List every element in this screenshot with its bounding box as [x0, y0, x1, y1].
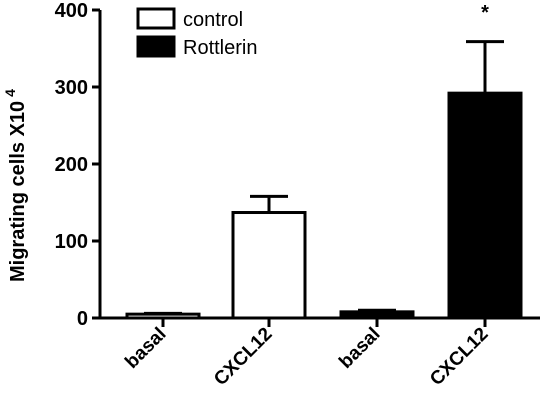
labels-group: basal CXCL12 basal CXCL12 *	[121, 2, 492, 390]
bar-control-cxcl12	[231, 211, 307, 320]
legend-swatch	[136, 7, 176, 30]
y-axis-label-exponent: 4	[2, 89, 18, 97]
legend-label: Rottlerin	[183, 37, 257, 59]
y-tick-label: 300	[55, 77, 88, 99]
bar-rottlerin-cxcl12	[447, 91, 523, 320]
y-axis-label-text: Migrating cells X10	[7, 101, 29, 282]
legend-swatch	[136, 35, 176, 58]
y-tick-label: 100	[55, 231, 88, 253]
y-axis-label: Migrating cells X10 4	[2, 89, 29, 282]
significance-marker: *	[481, 2, 489, 24]
legend: control Rottlerin	[136, 7, 257, 59]
y-tick-label: 400	[55, 0, 88, 22]
x-tick-label: basal	[335, 324, 384, 373]
x-tick-label: CXCL12	[210, 324, 276, 390]
bars-group	[125, 91, 523, 320]
legend-label: control	[183, 9, 243, 31]
y-tick-label: 0	[77, 308, 88, 330]
x-tick-label: basal	[121, 324, 170, 373]
y-tick-label: 200	[55, 154, 88, 176]
bar-rottlerin-basal	[339, 310, 415, 320]
error-bars-group	[144, 40, 504, 315]
x-tick-label: CXCL12	[426, 324, 492, 390]
